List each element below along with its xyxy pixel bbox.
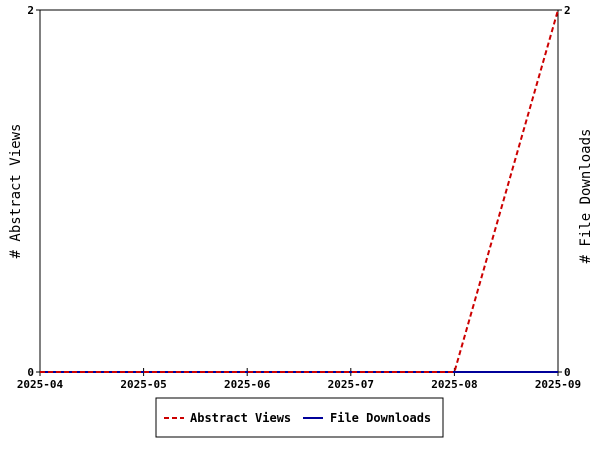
x-tick-label-2025-09: 2025-09 — [535, 378, 581, 391]
x-tick-label-2025-05: 2025-05 — [120, 378, 166, 391]
legend-box — [155, 397, 444, 438]
plot-frame — [39, 9, 559, 373]
y-axes: 0 2 0 2 — [27, 4, 570, 379]
y-axis-left-title: # Abstract Views — [8, 124, 24, 259]
series-line-abstract-views — [40, 9, 559, 373]
y-right-tick-label-2: 2 — [564, 4, 571, 17]
x-tick-label-2025-06: 2025-06 — [224, 378, 271, 391]
x-tick-label-2025-04: 2025-04 — [17, 378, 64, 391]
legend-label-abstract-views: Abstract Views — [190, 411, 291, 425]
x-tick-label-2025-08: 2025-08 — [431, 378, 477, 391]
y-left-tick-label-0: 0 — [27, 366, 34, 379]
x-axis: 2025-04 2025-05 2025-06 2025-07 2025-08 2025-… — [17, 368, 581, 391]
y-right-tick-label-0: 0 — [564, 366, 571, 379]
y-axis-right-title: # File Downloads — [578, 129, 594, 264]
legend: Abstract Views File Downloads — [155, 397, 444, 438]
legend-label-file-downloads: File Downloads — [330, 411, 431, 425]
series-layer — [40, 9, 559, 373]
x-tick-label-2025-07: 2025-07 — [328, 378, 374, 391]
y-left-tick-label-2: 2 — [27, 4, 34, 17]
